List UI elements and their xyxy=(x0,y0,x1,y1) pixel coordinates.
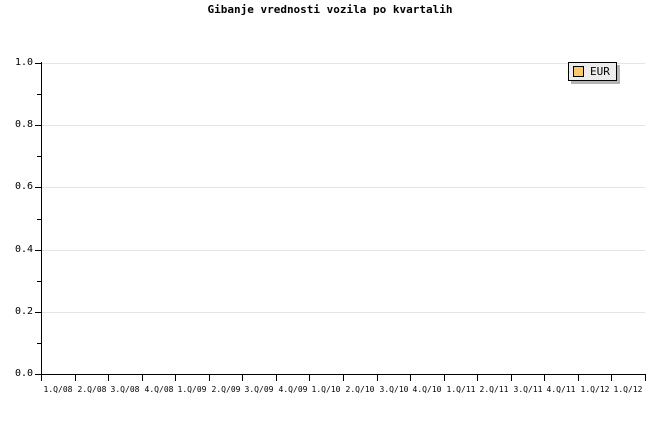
x-axis-tick xyxy=(41,375,42,381)
gridline xyxy=(42,187,645,188)
x-axis-tick xyxy=(578,375,579,381)
x-axis-tick xyxy=(175,375,176,381)
x-axis-label: 3.Q/10 xyxy=(379,385,409,394)
x-axis-tick xyxy=(75,375,76,381)
x-axis-label: 1.Q/08 xyxy=(43,385,73,394)
x-axis-label: 4.Q/08 xyxy=(144,385,174,394)
chart-title: Gibanje vrednosti vozila po kvartalih xyxy=(207,3,453,16)
x-axis-tick xyxy=(142,375,143,381)
legend-label-eur: EUR xyxy=(590,65,610,78)
x-axis-tick xyxy=(410,375,411,381)
y-axis-tick xyxy=(35,63,42,64)
x-axis-tick xyxy=(276,375,277,381)
x-axis-label: 3.Q/09 xyxy=(244,385,274,394)
x-axis-label: 4.Q/09 xyxy=(278,385,308,394)
x-axis-label: 1.Q/12 xyxy=(613,385,643,394)
y-axis-tick xyxy=(35,312,42,313)
y-axis-label: 0.4 xyxy=(14,244,33,255)
x-axis-label: 2.Q/09 xyxy=(211,385,241,394)
x-axis-label: 2.Q/08 xyxy=(77,385,107,394)
x-axis-tick xyxy=(611,375,612,381)
x-axis-tick xyxy=(209,375,210,381)
y-axis-labels-group: 0.0 0.2 0.4 0.6 0.8 1.0 xyxy=(0,0,33,440)
x-axis-label: 2.Q/10 xyxy=(345,385,375,394)
x-axis-label: 3.Q/11 xyxy=(513,385,543,394)
x-axis-tick xyxy=(444,375,445,381)
x-axis-tick xyxy=(511,375,512,381)
x-axis-tick xyxy=(309,375,310,381)
y-axis-line xyxy=(41,62,42,375)
x-axis-tick xyxy=(544,375,545,381)
y-axis-minor-tick xyxy=(37,219,42,220)
y-axis-label: 0.2 xyxy=(14,306,33,317)
y-axis-label: 1.0 xyxy=(14,57,33,68)
y-axis-tick xyxy=(35,125,42,126)
x-axis-line xyxy=(41,374,646,375)
x-axis-tick xyxy=(343,375,344,381)
x-axis-tick xyxy=(242,375,243,381)
x-axis-tick xyxy=(377,375,378,381)
y-axis-minor-tick xyxy=(37,156,42,157)
x-axis-label: 3.Q/08 xyxy=(110,385,140,394)
y-axis-minor-tick xyxy=(37,281,42,282)
x-axis-tick xyxy=(645,375,646,381)
x-axis-label: 1.Q/10 xyxy=(311,385,341,394)
x-axis-label: 4.Q/10 xyxy=(412,385,442,394)
y-axis-label: 0.8 xyxy=(14,119,33,130)
gridline xyxy=(42,63,645,64)
legend-swatch-eur xyxy=(573,66,584,77)
gridline xyxy=(42,125,645,126)
y-axis-minor-tick xyxy=(37,343,42,344)
x-axis-tick xyxy=(477,375,478,381)
y-axis-tick xyxy=(35,187,42,188)
x-axis-label: 1.Q/12 xyxy=(580,385,610,394)
y-axis-tick xyxy=(35,374,42,375)
y-axis-label: 0.0 xyxy=(14,368,33,379)
gridline xyxy=(42,250,645,251)
chart-legend[interactable]: EUR xyxy=(568,62,617,81)
gridline xyxy=(42,312,645,313)
y-axis-label: 0.6 xyxy=(14,181,33,192)
x-axis-label: 2.Q/11 xyxy=(479,385,509,394)
plot-area xyxy=(41,63,645,374)
x-axis-label: 1.Q/09 xyxy=(177,385,207,394)
x-axis-label: 1.Q/11 xyxy=(446,385,476,394)
x-axis-tick xyxy=(108,375,109,381)
y-axis-tick xyxy=(35,250,42,251)
y-axis-minor-tick xyxy=(37,94,42,95)
x-axis-label: 4.Q/11 xyxy=(546,385,576,394)
